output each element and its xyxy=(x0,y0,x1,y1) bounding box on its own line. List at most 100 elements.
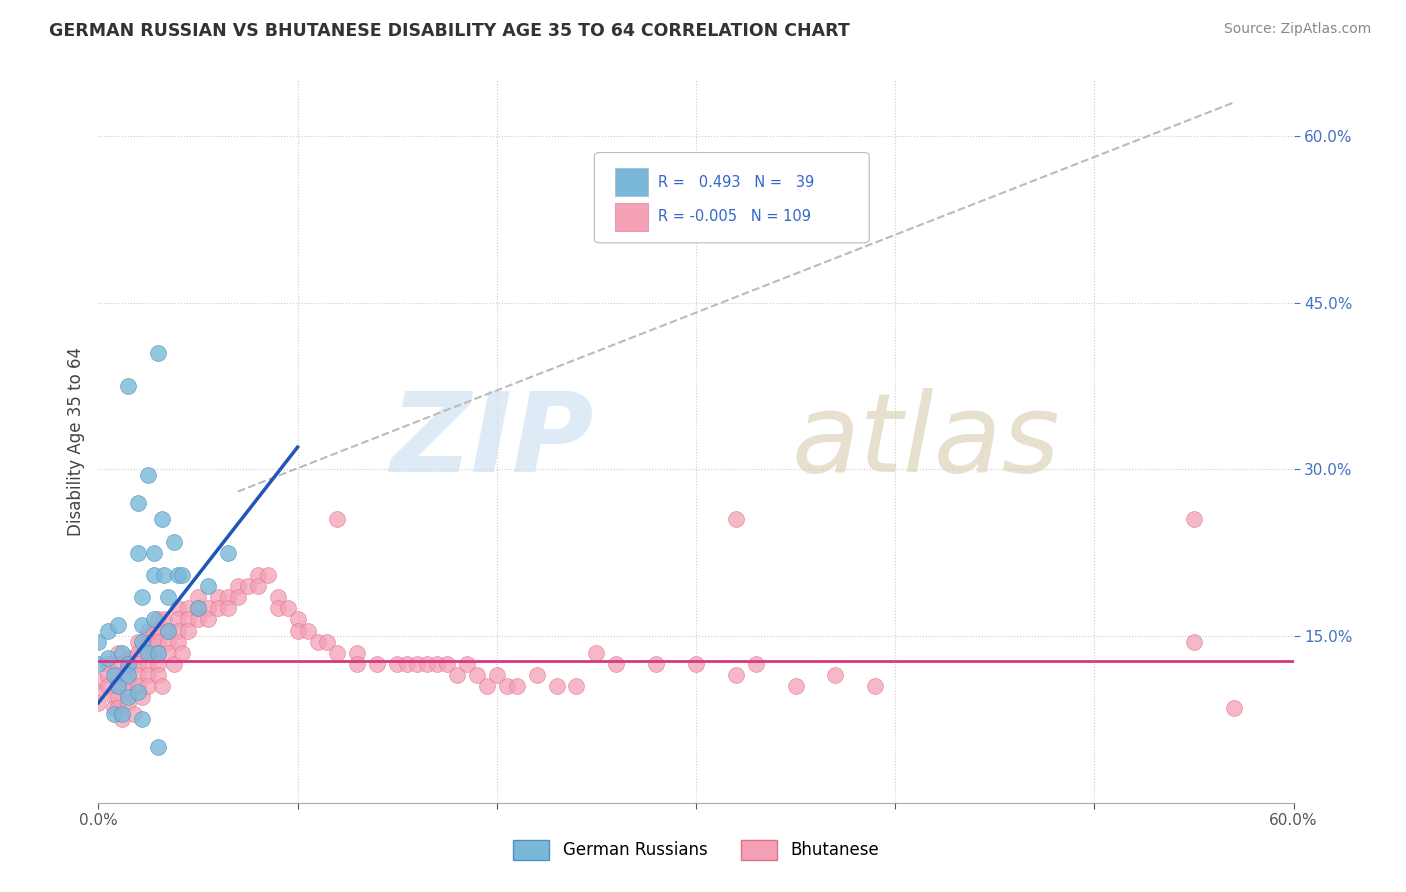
Point xyxy=(167,612,190,626)
Point xyxy=(111,706,134,721)
Text: GERMAN RUSSIAN VS BHUTANESE DISABILITY AGE 35 TO 64 CORRELATION CHART: GERMAN RUSSIAN VS BHUTANESE DISABILITY A… xyxy=(49,22,851,40)
Point xyxy=(217,601,239,615)
Point xyxy=(124,651,146,665)
Point xyxy=(103,701,125,715)
Point xyxy=(157,590,180,604)
Point xyxy=(167,634,190,648)
Point xyxy=(117,657,139,671)
Point xyxy=(207,601,229,615)
FancyBboxPatch shape xyxy=(595,153,869,243)
Point xyxy=(475,679,498,693)
Point xyxy=(187,612,209,626)
Point xyxy=(148,345,170,359)
Point xyxy=(148,624,170,638)
Point xyxy=(117,696,139,710)
Point xyxy=(143,568,166,582)
Point xyxy=(148,668,170,682)
Point xyxy=(87,696,110,710)
Point xyxy=(366,657,388,671)
Point xyxy=(246,568,269,582)
Point xyxy=(416,657,439,671)
Point xyxy=(136,634,159,648)
Point xyxy=(127,657,149,671)
FancyBboxPatch shape xyxy=(614,203,648,230)
Point xyxy=(131,690,153,705)
Point xyxy=(127,546,149,560)
Point xyxy=(143,612,166,626)
Point xyxy=(267,601,290,615)
Point xyxy=(127,679,149,693)
Point xyxy=(824,668,846,682)
Point xyxy=(187,590,209,604)
Point xyxy=(167,568,190,582)
Point xyxy=(167,624,190,638)
Point xyxy=(136,624,159,638)
Point xyxy=(157,624,180,638)
Point xyxy=(117,684,139,698)
Point xyxy=(103,690,125,705)
Point xyxy=(148,657,170,671)
Point xyxy=(131,634,153,648)
Point xyxy=(131,713,153,727)
Point xyxy=(124,706,146,721)
Point xyxy=(97,657,120,671)
Point xyxy=(346,657,368,671)
Point xyxy=(136,679,159,693)
Point xyxy=(385,657,409,671)
Text: Source: ZipAtlas.com: Source: ZipAtlas.com xyxy=(1223,22,1371,37)
Point xyxy=(153,568,176,582)
Point xyxy=(526,668,548,682)
Point xyxy=(127,634,149,648)
Point xyxy=(111,646,134,660)
Point xyxy=(177,624,200,638)
Point xyxy=(785,679,807,693)
Point xyxy=(153,612,176,626)
Point xyxy=(446,668,468,682)
Point xyxy=(107,679,129,693)
Point xyxy=(256,568,278,582)
Point xyxy=(143,624,166,638)
Point xyxy=(546,679,568,693)
Point xyxy=(127,668,149,682)
Point xyxy=(107,646,129,660)
Point xyxy=(865,679,887,693)
Point xyxy=(117,673,139,688)
Point xyxy=(97,651,120,665)
Point xyxy=(97,668,120,682)
Point xyxy=(127,684,149,698)
Point xyxy=(107,690,129,705)
Point xyxy=(267,590,290,604)
Point xyxy=(148,740,170,755)
Point xyxy=(456,657,478,671)
Point xyxy=(150,679,173,693)
Point xyxy=(163,657,186,671)
Point xyxy=(197,601,219,615)
Point xyxy=(226,590,249,604)
Point xyxy=(117,662,139,676)
Point xyxy=(117,651,139,665)
Point xyxy=(107,701,129,715)
Point xyxy=(465,668,488,682)
Point xyxy=(131,618,153,632)
Point xyxy=(117,690,139,705)
Point xyxy=(1223,701,1246,715)
Point xyxy=(187,601,209,615)
Point xyxy=(157,624,180,638)
Point xyxy=(150,512,173,526)
Point xyxy=(172,568,194,582)
Point xyxy=(136,657,159,671)
Point xyxy=(326,512,349,526)
Point xyxy=(117,379,139,393)
Point xyxy=(506,679,529,693)
Point xyxy=(148,634,170,648)
Point xyxy=(87,673,110,688)
Point xyxy=(277,601,299,615)
Point xyxy=(197,612,219,626)
Point xyxy=(97,679,120,693)
Point xyxy=(246,579,269,593)
Point xyxy=(396,657,419,671)
Point xyxy=(645,657,668,671)
Text: ZIP: ZIP xyxy=(391,388,595,495)
Point xyxy=(97,624,120,638)
Point xyxy=(436,657,458,671)
